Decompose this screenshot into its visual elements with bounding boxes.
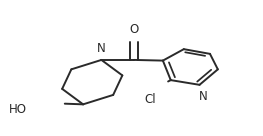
Text: HO: HO (9, 103, 27, 116)
Text: Cl: Cl (144, 93, 156, 106)
Text: N: N (199, 90, 208, 103)
Text: O: O (129, 23, 139, 36)
Text: N: N (97, 42, 106, 55)
